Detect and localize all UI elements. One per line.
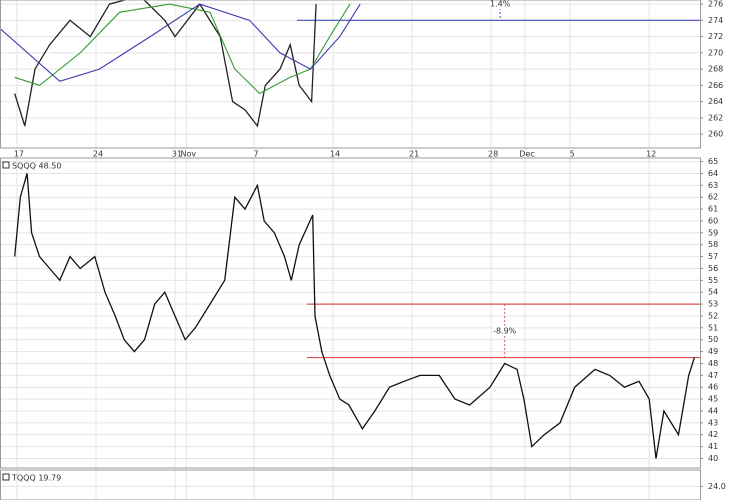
panel-border [0, 0, 701, 149]
y-tick-label: 41 [708, 442, 718, 451]
panel: 1.4% [0, 0, 700, 148]
x-tick-label: 14 [330, 150, 340, 159]
symbol-label: TQQQ 19.79 [11, 474, 61, 483]
x-tick-label: 7 [253, 150, 258, 159]
symbol-icon [2, 161, 10, 169]
y-tick-label: 56 [708, 264, 718, 273]
y-tick-label: 60 [708, 216, 718, 225]
y-tick-label: 43 [708, 418, 718, 427]
x-tick-label: 17 [14, 150, 24, 159]
y-tick-label: 51 [708, 323, 718, 332]
x-tick-label: Nov [180, 150, 196, 159]
y-tick-label: 61 [708, 205, 718, 214]
panel: -8.9% [0, 158, 700, 468]
y-tick-label: 270 [708, 48, 723, 57]
annotation-bg [492, 325, 517, 336]
y-tick-label: 45 [708, 395, 718, 404]
x-tick-label: 31 [172, 150, 182, 159]
y-tick-label: 52 [708, 311, 718, 320]
y-tick-label: 274 [708, 16, 723, 25]
y-tick-label: 54 [708, 288, 718, 297]
y-tick-label: 264 [708, 97, 723, 106]
y-tick-label: 64 [708, 169, 718, 178]
y-tick-label: 272 [708, 32, 723, 41]
y-tick-label: 40 [708, 454, 718, 463]
symbol-icon [2, 473, 10, 481]
x-tick-label: 24 [93, 150, 103, 159]
y-tick-label: 46 [708, 383, 718, 392]
y-tick-label: 24.0 [708, 482, 726, 491]
y-tick-label: 55 [708, 276, 718, 285]
y-tick-label: 42 [708, 430, 718, 439]
panel-border [0, 157, 701, 469]
y-tick-label: 47 [708, 371, 718, 380]
y-tick-label: 266 [708, 81, 723, 90]
x-tick-label: Dec [519, 150, 534, 159]
price-line [14, 3, 351, 95]
y-tick-label: 260 [708, 130, 723, 139]
y-tick-label: 276 [708, 0, 723, 9]
y-tick-label: 58 [708, 240, 718, 249]
y-tick-label: 63 [708, 181, 718, 190]
x-tick-label: 5 [570, 150, 575, 159]
annotation-bg [488, 0, 513, 9]
y-tick-label: 44 [708, 406, 718, 415]
price-line [0, 3, 361, 82]
panel [0, 470, 700, 500]
y-tick-label: 59 [708, 228, 718, 237]
y-tick-label: 62 [708, 193, 718, 202]
y-tick-label: 65 [708, 157, 718, 166]
x-tick-label: 12 [646, 150, 656, 159]
price-line [14, 173, 696, 459]
y-tick-label: 262 [708, 113, 723, 122]
y-tick-label: 57 [708, 252, 718, 261]
panel-border [0, 469, 701, 500]
y-tick-label: 48 [708, 359, 718, 368]
annotation: -8.9% [493, 326, 517, 335]
annotation: 1.4% [490, 0, 511, 9]
y-tick-label: 53 [708, 300, 718, 309]
x-tick-label: 21 [409, 150, 419, 159]
y-tick-label: 50 [708, 335, 718, 344]
y-tick-label: 268 [708, 65, 723, 74]
symbol-label: SQQQ 48.50 [12, 162, 61, 171]
y-tick-label: 49 [708, 347, 718, 356]
x-tick-label: 28 [488, 150, 498, 159]
